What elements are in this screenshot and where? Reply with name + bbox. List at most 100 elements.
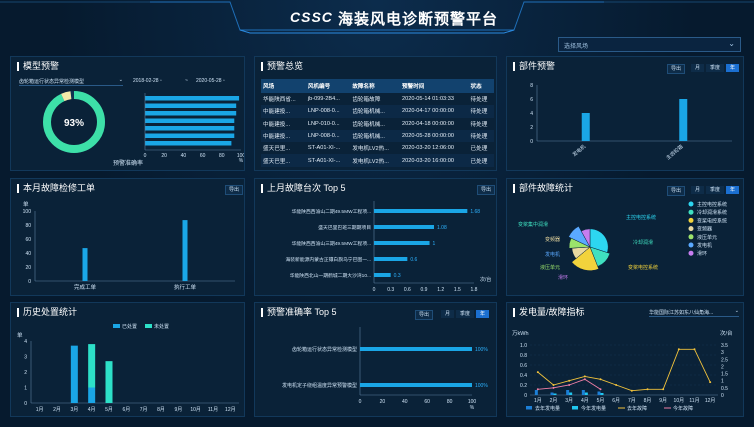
x-unit: % <box>239 158 244 163</box>
table-cell: 待处理 <box>470 97 488 104</box>
x-tick-label: 1.2 <box>437 287 444 293</box>
fault-bar <box>374 273 391 277</box>
x-tick-label: 80 <box>219 153 225 159</box>
column-header[interactable]: 风场 <box>261 79 306 93</box>
pie-slice <box>568 225 591 248</box>
table-row[interactable]: 中能建投... LNP-010-0... 齿轮箱机械... 2020-04-18 00… <box>261 118 494 130</box>
export-button[interactable]: 导出 <box>415 310 434 320</box>
y-tick-label: 1 <box>24 386 27 392</box>
accuracy-bar <box>145 126 235 131</box>
callout-label: 发电机 <box>545 251 560 258</box>
y-tick-label: 2 <box>24 370 27 376</box>
calendar-icon: ▫ <box>222 78 225 84</box>
column-header[interactable]: 故障名称 <box>350 79 400 93</box>
export-button[interactable]: 导出 <box>477 185 496 195</box>
y1-tick-label: 0.4 <box>520 373 527 379</box>
pie-slice <box>589 228 609 253</box>
wind-farm-select-value: 选择风场 <box>564 44 589 50</box>
table-cell: 华能陕西省... <box>263 97 296 104</box>
accuracy-top5-panel: 预警准确率 Top 5 导出 月 季度 年 100% 齿轮箱运行状态异常检测模型 1… <box>254 302 497 417</box>
y2-tick-label: 1.5 <box>721 372 728 378</box>
y-tick-label: 3 <box>24 355 27 361</box>
tab-month[interactable]: 月 <box>441 310 455 318</box>
fault-point <box>693 348 696 351</box>
wind-farm-filter[interactable]: 华能国际江苏如东八仙角海... ⌄ <box>649 309 739 317</box>
table-cell: 2020-05-28 00:00:00 <box>400 129 469 143</box>
callout-label: 冷却润滑 <box>633 239 653 246</box>
legend-label: 主控电控系统 <box>697 201 727 208</box>
x-tick-label: 1月 <box>534 398 542 404</box>
tab-quarter[interactable]: 季度 <box>706 64 725 72</box>
table-row[interactable]: 盛天巴里... ST-A01-XI-... 发电机LV2热... 2020-03-20… <box>261 154 494 167</box>
accuracy-bar <box>145 103 237 108</box>
fault-point <box>568 379 571 382</box>
tab-year[interactable]: 年 <box>726 186 740 194</box>
callout-label: 变桨电控系统 <box>628 264 658 271</box>
table-cell: 待处理 <box>468 105 494 118</box>
tab-quarter[interactable]: 季度 <box>706 186 725 194</box>
y-tick-label: 6 <box>530 97 533 103</box>
tab-month[interactable]: 月 <box>691 186 705 194</box>
y2-tick-label: 3.5 <box>721 343 728 349</box>
column-header[interactable]: 状态 <box>468 79 494 93</box>
tab-quarter[interactable]: 季度 <box>456 310 475 318</box>
donut-label: 预警准确率 <box>113 161 144 167</box>
column-header[interactable]: 风机编号 <box>305 79 351 93</box>
callout-label: 液压单元 <box>540 264 560 271</box>
monthly-repair-panel: 本月故障检修工单 导出 单 0 20 40 60 80 100 完成工单 执行工单 <box>10 178 245 296</box>
legend-marker <box>145 324 152 328</box>
model-select[interactable]: 齿轮箱运行状态异常检测模型 ⌄ <box>19 77 123 86</box>
export-button[interactable]: 导出 <box>225 185 244 195</box>
date-to-value: 2020-05-28 <box>196 78 222 84</box>
y1-tick-label: 0 <box>524 393 527 399</box>
x-tick-label: 9月 <box>174 407 182 413</box>
fault-top5-panel: 上月故障台次 Top 5 导出 1.68 华能陕西西渝山二期49.5MW工程项..… <box>254 178 497 296</box>
date-from[interactable]: 2018-02-28 ▫ <box>133 78 162 84</box>
y-tick-label: 0 <box>530 139 533 145</box>
panel-title: 部件故障统计 <box>513 184 573 193</box>
export-button[interactable]: 导出 <box>667 186 686 196</box>
last-year-power-bar <box>581 390 585 395</box>
y-tick-label: 4 <box>530 111 533 117</box>
header: CSSC 海装风电诊断预警平台 <box>0 0 754 36</box>
period-tabs: 月 季度 年 <box>691 186 740 194</box>
table-cell: 2020-04-17 00:00:00 <box>400 105 469 118</box>
table-row[interactable]: 盛天巴里... ST-A01-XI-... 发电机LV2热... 2020-03-20… <box>261 142 494 154</box>
tab-year[interactable]: 年 <box>726 64 740 72</box>
table-cell: 发电机LV2热... <box>352 146 389 153</box>
wind-farm-filter-value: 华能国际江苏如东八仙角海... <box>649 310 714 316</box>
legend-marker <box>688 226 694 232</box>
this-year-power-bar <box>553 393 557 395</box>
x-tick-label: 7月 <box>140 407 148 413</box>
power-chart: 万kWh 次/台00.20.40.60.81.000.511.522.533.51… <box>512 329 733 412</box>
last-year-power-bar <box>597 391 601 395</box>
table-row[interactable]: 华能陕西省... jb-099-2B4... 齿轮箱故障 2020-05-14 01:… <box>261 93 494 105</box>
column-header[interactable]: 预警时间 <box>400 79 469 93</box>
x-tick-label: 0 <box>373 287 376 293</box>
x-tick-label: 主齿轮箱 <box>665 143 685 161</box>
fault-point <box>568 384 571 386</box>
tab-month[interactable]: 月 <box>691 64 705 72</box>
data-label: 0.3 <box>394 273 401 279</box>
history-chart: 单 已处置 未处置 0 1 2 3 4 1月 2月 3月 4月 5月 6月 7月 8月 9月 10月 11月 12月 <box>17 323 239 413</box>
donut-value: 93% <box>64 118 84 129</box>
this-year-power-bar <box>600 393 604 395</box>
accuracy-bar <box>145 96 240 101</box>
table-cell: 2020-03-20 16:00:00 <box>400 154 469 167</box>
export-button[interactable]: 导出 <box>667 64 686 74</box>
part-fault-panel: 部件故障统计 导出 月 季度 年 主控电控系统 冷却润滑 变桨电控系统 变频器 液压单元… <box>506 178 744 296</box>
tab-year[interactable]: 年 <box>476 310 490 318</box>
wind-farm-select[interactable]: 选择风场 ⌄ <box>558 37 741 52</box>
legend-label: 去年故障 <box>627 405 647 412</box>
date-to[interactable]: 2020-05-28 ▫ <box>196 78 225 84</box>
table-row[interactable]: 中能建投... LNP-008-0... 齿轮箱机械... 2020-04-17 00… <box>261 105 494 118</box>
table-cell: 已处理 <box>468 154 494 167</box>
fault-point <box>615 384 618 386</box>
panel-title: 预警准确率 Top 5 <box>261 308 337 317</box>
x-tick-label: 80 <box>447 399 453 405</box>
table-cell: LNP-010-0... <box>307 120 340 127</box>
table-row[interactable]: 中能建投... LNP-008-0... 齿轮箱机械... 2020-05-28 00… <box>261 129 494 143</box>
table-cell: 待处理 <box>470 121 488 128</box>
fault-point <box>662 388 665 391</box>
y-tick-label: 华能陕西西渝山三期49.5MW工程项... <box>292 240 371 247</box>
